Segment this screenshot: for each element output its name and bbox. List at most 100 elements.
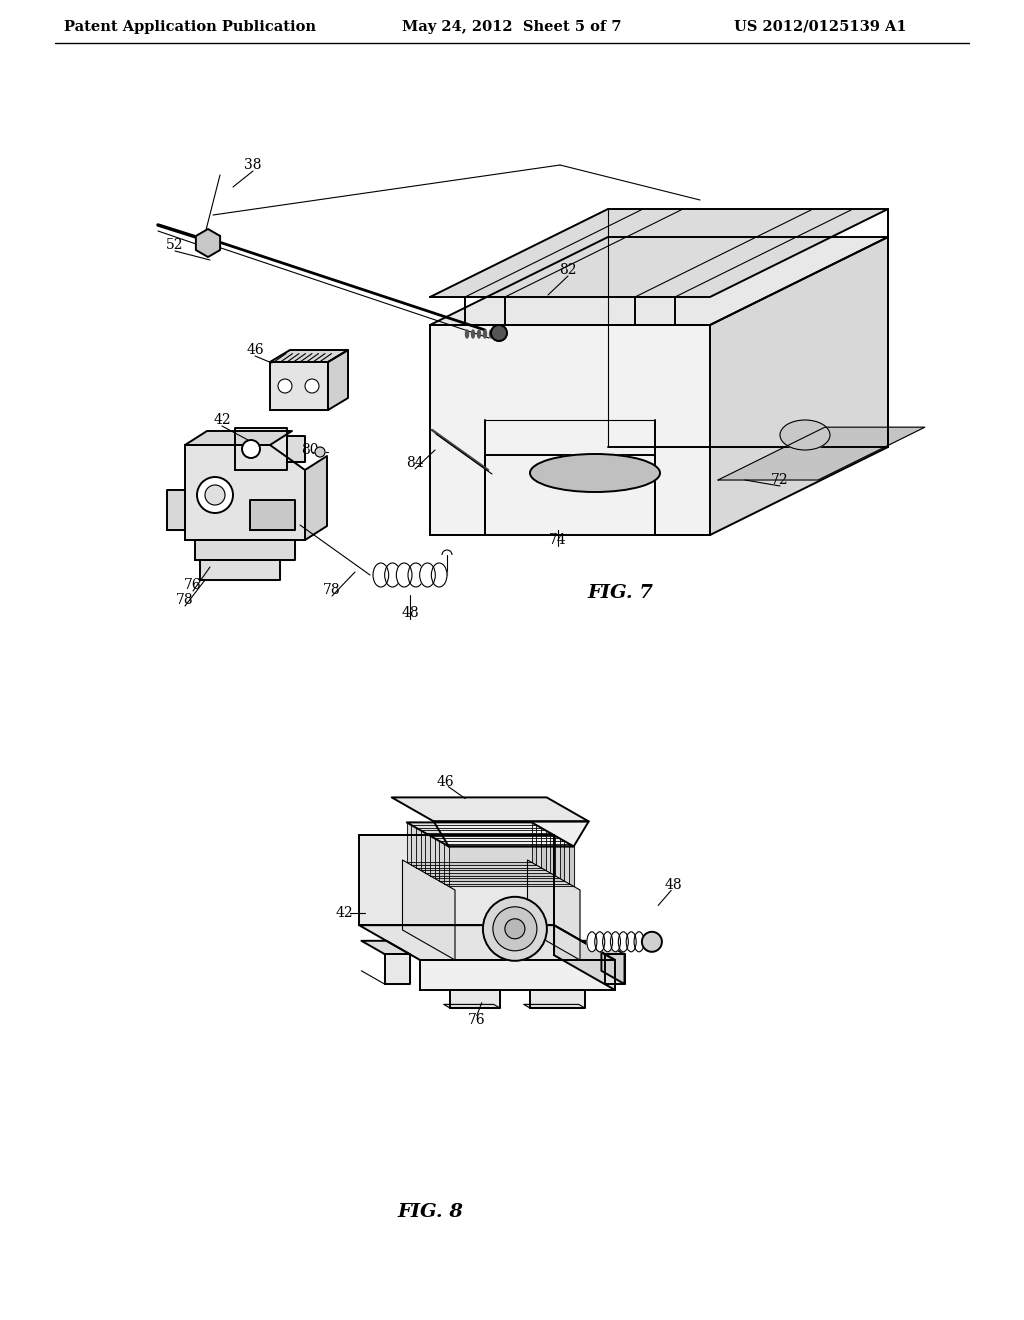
Polygon shape [443,1005,500,1008]
Polygon shape [234,428,287,470]
Ellipse shape [489,330,493,338]
Ellipse shape [634,932,644,952]
Polygon shape [195,540,295,560]
Polygon shape [444,843,569,883]
Text: US 2012/0125139 A1: US 2012/0125139 A1 [733,20,906,34]
Text: 38: 38 [245,158,262,172]
Circle shape [197,477,233,513]
Ellipse shape [530,454,660,492]
Polygon shape [305,455,327,540]
Polygon shape [402,861,455,960]
Text: 80: 80 [301,444,318,457]
Polygon shape [392,797,589,821]
Text: FIG. 8: FIG. 8 [397,1203,463,1221]
Polygon shape [439,841,564,880]
Polygon shape [430,325,710,535]
Circle shape [490,325,507,341]
Polygon shape [407,822,573,846]
Text: 48: 48 [665,878,682,892]
Polygon shape [420,960,615,990]
Polygon shape [167,490,185,531]
Polygon shape [185,432,292,445]
Polygon shape [421,830,546,870]
Polygon shape [287,436,305,462]
Circle shape [305,379,319,393]
Polygon shape [430,238,888,325]
Polygon shape [200,560,280,579]
Polygon shape [196,228,220,257]
Text: 82: 82 [559,263,577,277]
Ellipse shape [587,932,597,952]
Circle shape [505,919,525,939]
Ellipse shape [627,932,636,952]
Ellipse shape [396,564,412,587]
Polygon shape [527,861,580,960]
Ellipse shape [780,420,830,450]
Ellipse shape [602,932,612,952]
Polygon shape [710,238,888,535]
Ellipse shape [610,932,621,952]
Text: 52: 52 [166,238,183,252]
Ellipse shape [618,932,629,952]
Ellipse shape [595,932,605,952]
Polygon shape [359,836,554,925]
Circle shape [278,379,292,393]
Polygon shape [328,350,348,411]
Polygon shape [430,209,888,297]
Circle shape [205,484,225,506]
Text: 46: 46 [436,775,454,788]
Text: 42: 42 [213,413,230,426]
Ellipse shape [420,564,435,587]
Polygon shape [407,822,531,862]
Ellipse shape [408,564,424,587]
Text: 76: 76 [468,1012,485,1027]
Ellipse shape [483,330,486,338]
Ellipse shape [373,564,389,587]
Text: 74: 74 [549,533,567,546]
Ellipse shape [471,330,474,338]
Polygon shape [523,1005,585,1008]
Polygon shape [250,500,295,531]
Circle shape [483,896,547,961]
Polygon shape [601,941,625,983]
Text: 76: 76 [184,578,202,591]
Polygon shape [450,990,500,1008]
Polygon shape [384,954,410,983]
Circle shape [242,440,260,458]
Polygon shape [449,846,573,887]
Text: 78: 78 [514,913,531,928]
Text: 48: 48 [401,606,419,620]
Polygon shape [554,925,615,990]
Text: 72: 72 [771,473,788,487]
Polygon shape [604,954,625,983]
Ellipse shape [466,330,469,338]
Text: 78: 78 [324,583,341,597]
Polygon shape [430,836,555,875]
Polygon shape [435,838,560,878]
Polygon shape [270,362,328,411]
Polygon shape [416,828,541,867]
Polygon shape [718,428,925,480]
Polygon shape [582,941,625,954]
Polygon shape [361,941,410,954]
Text: May 24, 2012  Sheet 5 of 7: May 24, 2012 Sheet 5 of 7 [402,20,622,34]
Ellipse shape [477,330,480,338]
Circle shape [315,447,325,457]
Ellipse shape [431,564,447,587]
Text: Patent Application Publication: Patent Application Publication [63,20,316,34]
Ellipse shape [385,564,400,587]
Polygon shape [412,825,537,865]
Text: 84: 84 [407,455,424,470]
Polygon shape [185,445,305,540]
Polygon shape [425,833,550,873]
Circle shape [642,932,662,952]
Polygon shape [530,990,585,1008]
Polygon shape [270,350,348,362]
Text: 42: 42 [336,906,353,920]
Text: 78: 78 [176,593,194,607]
Text: 46: 46 [246,343,264,356]
Text: FIG. 7: FIG. 7 [587,583,653,602]
Circle shape [493,907,537,950]
Polygon shape [434,821,589,846]
Polygon shape [359,925,615,960]
